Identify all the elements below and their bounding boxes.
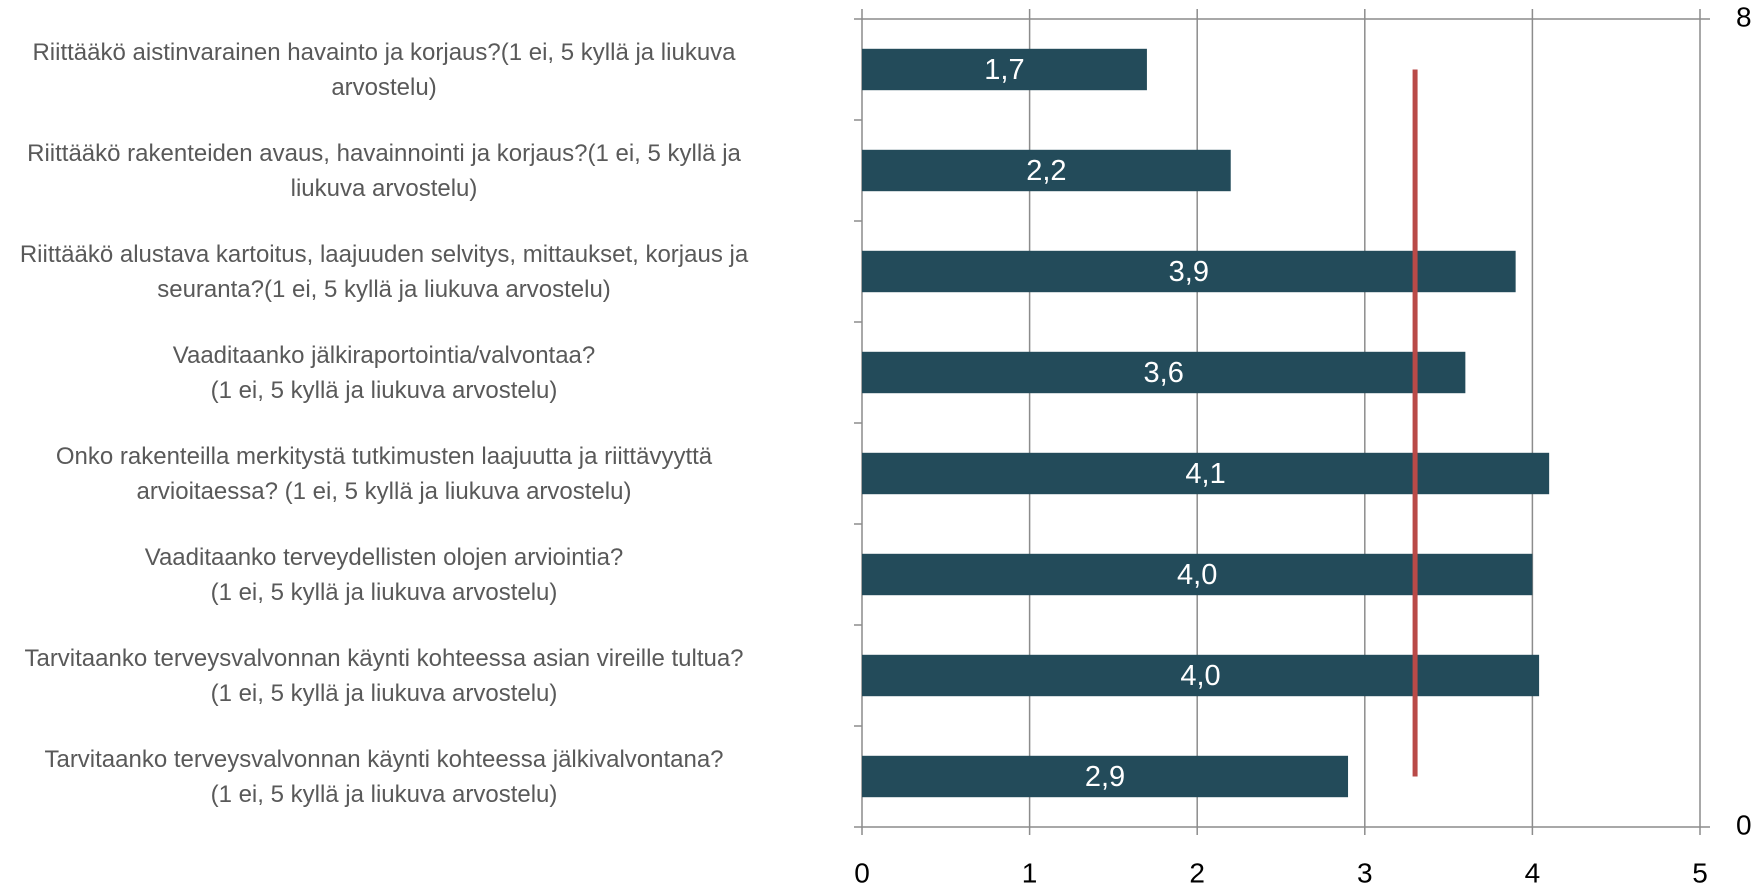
value-label: 4,0 (1180, 660, 1220, 692)
value-label: 4,1 (1185, 458, 1225, 490)
y-tick-label: Riittääkö rakenteiden avaus, havainnoint… (27, 139, 741, 202)
y2-tick-label: 0 (1736, 809, 1752, 840)
value-label: 2,9 (1085, 761, 1125, 793)
y-tick-label: Tarvitaanko terveysvalvonnan käynti koht… (44, 745, 724, 808)
bar (862, 351, 1466, 394)
y2-tick-label: 8 (1736, 1, 1752, 32)
bar (862, 149, 1231, 192)
bar (862, 250, 1516, 293)
y-tick-label: Riittääkö alustava kartoitus, laajuuden … (19, 240, 749, 303)
y-tick-label: Vaaditaanko terveydellisten olojen arvio… (144, 543, 624, 606)
x-tick-label: 2 (1189, 857, 1205, 888)
value-label: 3,6 (1144, 357, 1184, 389)
y-tick-label: Vaaditaanko jälkiraportointia/valvontaa?… (172, 341, 596, 404)
value-label: 2,2 (1026, 155, 1066, 187)
bar (862, 654, 1540, 697)
bar (862, 48, 1147, 91)
value-label: 1,7 (984, 54, 1024, 86)
x-tick-label: 1 (1022, 857, 1038, 888)
value-label: 3,9 (1169, 256, 1209, 288)
value-label: 4,0 (1177, 559, 1217, 591)
bar (862, 755, 1349, 798)
bar (862, 452, 1550, 495)
y-tick-label: Riittääkö aistinvarainen havainto ja kor… (32, 38, 736, 101)
x-tick-label: 4 (1525, 857, 1541, 888)
x-tick-label: 5 (1692, 857, 1708, 888)
bar (862, 553, 1533, 596)
y-tick-label: Tarvitaanko terveysvalvonnan käynti koht… (24, 644, 744, 707)
x-tick-label: 0 (854, 857, 870, 888)
y-tick-label: Onko rakenteilla merkitystä tutkimusten … (55, 442, 713, 505)
x-tick-label: 3 (1357, 857, 1373, 888)
